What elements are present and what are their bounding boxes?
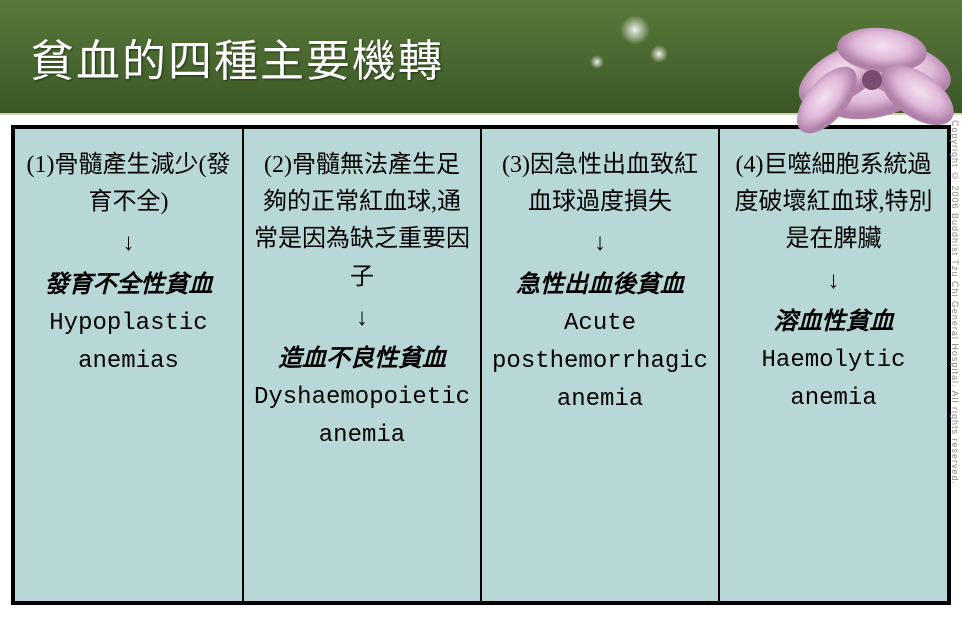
col-num: (4) [736, 152, 764, 178]
col-4: (4)巨噬細胞系統過度破壞紅血球,特別是在脾臟 ↓ 溶血性貧血 Haemolyt… [720, 129, 947, 601]
col-desc: 骨髓產生減少(發育不全) [54, 152, 230, 215]
col-name-cn: 發育不全性貧血 [44, 272, 212, 298]
col-num: (1) [26, 152, 54, 178]
col-name-en: Hypoplastic anemias [49, 310, 207, 375]
col-desc: 巨噬細胞系統過度破壞紅血球,特別是在脾臟 [735, 152, 933, 252]
col-desc: 因急性出血致紅血球過度損失 [528, 152, 698, 215]
mechanisms-table: (1)骨髓產生減少(發育不全) ↓ 發育不全性貧血 Hypoplastic an… [11, 125, 951, 605]
sparkle-icon [620, 15, 650, 45]
col-num: (3) [502, 152, 530, 178]
col-name-en: Dyshaemopoietic anemia [254, 384, 470, 449]
lotus-flower-icon [682, 0, 962, 140]
slide-title: 貧血的四種主要機轉 [30, 25, 444, 89]
col-num: (2) [264, 152, 292, 178]
col-name-cn: 溶血性貧血 [774, 309, 894, 335]
slide-header: 貧血的四種主要機轉 [0, 0, 962, 115]
down-arrow-icon: ↓ [25, 225, 232, 262]
col-name-en: Acute posthemorrhagic anemia [492, 310, 708, 413]
down-arrow-icon: ↓ [492, 225, 708, 262]
col-name-cn: 急性出血後貧血 [516, 272, 684, 298]
col-1: (1)骨髓產生減少(發育不全) ↓ 發育不全性貧血 Hypoplastic an… [15, 129, 244, 601]
sparkle-icon [650, 45, 668, 63]
down-arrow-icon: ↓ [730, 263, 937, 300]
col-name-cn: 造血不良性貧血 [278, 346, 446, 372]
down-arrow-icon: ↓ [254, 300, 470, 337]
sparkle-icon [590, 55, 604, 69]
col-2: (2)骨髓無法產生足夠的正常紅血球,通常是因為缺乏重要因子 ↓ 造血不良性貧血 … [244, 129, 482, 601]
copyright-text: Copyright © 2006 Buddhist Tzu Chi Genera… [946, 120, 960, 610]
col-3: (3)因急性出血致紅血球過度損失 ↓ 急性出血後貧血 Acute posthem… [482, 129, 720, 601]
col-name-en: Haemolytic anemia [762, 347, 906, 412]
